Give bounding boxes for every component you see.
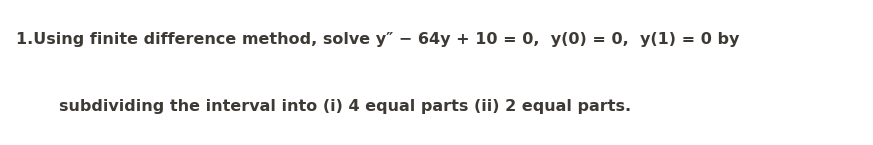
Text: 1.Using finite difference method, solve y″ − 64y + 10 = 0,  y(0) = 0,  y(1) = 0 : 1.Using finite difference method, solve … — [16, 32, 739, 47]
Text: subdividing the interval into (i) 4 equal parts (ii) 2 equal parts.: subdividing the interval into (i) 4 equa… — [59, 99, 631, 114]
